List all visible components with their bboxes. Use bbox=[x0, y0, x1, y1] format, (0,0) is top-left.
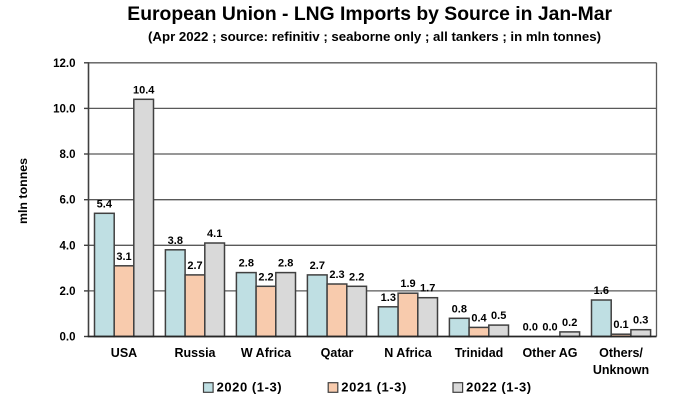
svg-text:0.0: 0.0 bbox=[542, 322, 557, 334]
svg-text:mln tonnes: mln tonnes bbox=[16, 158, 30, 224]
svg-text:2021 (1-3): 2021 (1-3) bbox=[341, 380, 406, 395]
svg-text:0.1: 0.1 bbox=[613, 319, 628, 331]
svg-text:Others/: Others/ bbox=[599, 346, 643, 360]
svg-text:2.7: 2.7 bbox=[187, 260, 202, 272]
svg-text:0.8: 0.8 bbox=[452, 303, 467, 315]
svg-text:2.0: 2.0 bbox=[60, 286, 76, 298]
svg-text:Russia: Russia bbox=[175, 346, 217, 360]
svg-text:Qatar: Qatar bbox=[321, 346, 354, 360]
svg-text:0.0: 0.0 bbox=[523, 322, 538, 334]
svg-text:2.2: 2.2 bbox=[258, 271, 273, 283]
svg-text:1.7: 1.7 bbox=[420, 283, 435, 295]
svg-text:0.5: 0.5 bbox=[491, 310, 506, 322]
svg-text:2.3: 2.3 bbox=[329, 269, 344, 281]
svg-text:0.2: 0.2 bbox=[562, 317, 577, 329]
svg-text:3.8: 3.8 bbox=[168, 235, 183, 247]
svg-text:2.7: 2.7 bbox=[310, 260, 325, 272]
svg-text:0.0: 0.0 bbox=[60, 332, 76, 344]
svg-text:1.3: 1.3 bbox=[381, 292, 396, 304]
svg-text:(Apr 2022 ; source: refinitiv: (Apr 2022 ; source: refinitiv ; seaborne… bbox=[148, 29, 601, 44]
svg-text:USA: USA bbox=[111, 346, 137, 360]
svg-text:Trinidad: Trinidad bbox=[455, 346, 504, 360]
svg-text:12.0: 12.0 bbox=[53, 58, 75, 70]
svg-text:2.8: 2.8 bbox=[239, 258, 254, 270]
svg-text:0.4: 0.4 bbox=[471, 312, 487, 324]
svg-text:4.0: 4.0 bbox=[60, 240, 76, 252]
svg-text:3.1: 3.1 bbox=[116, 251, 131, 263]
svg-text:2020 (1-3): 2020 (1-3) bbox=[217, 380, 282, 395]
svg-text:Unknown: Unknown bbox=[593, 363, 649, 377]
svg-text:10.4: 10.4 bbox=[133, 84, 155, 96]
svg-text:2022 (1-3): 2022 (1-3) bbox=[466, 380, 531, 395]
svg-text:0.3: 0.3 bbox=[633, 315, 648, 327]
svg-text:1.6: 1.6 bbox=[594, 285, 609, 297]
svg-text:Other AG: Other AG bbox=[522, 346, 577, 360]
svg-text:W Africa: W Africa bbox=[241, 346, 292, 360]
svg-text:8.0: 8.0 bbox=[60, 149, 76, 161]
svg-text:6.0: 6.0 bbox=[60, 195, 76, 207]
svg-text:10.0: 10.0 bbox=[53, 103, 75, 115]
svg-text:European Union - LNG Imports b: European Union - LNG Imports by Source i… bbox=[127, 3, 612, 25]
svg-text:1.9: 1.9 bbox=[400, 278, 415, 290]
svg-text:2.8: 2.8 bbox=[278, 258, 293, 270]
svg-text:4.1: 4.1 bbox=[207, 228, 222, 240]
svg-text:2.2: 2.2 bbox=[349, 271, 364, 283]
svg-text:5.4: 5.4 bbox=[97, 198, 113, 210]
svg-text:N Africa: N Africa bbox=[384, 346, 433, 360]
